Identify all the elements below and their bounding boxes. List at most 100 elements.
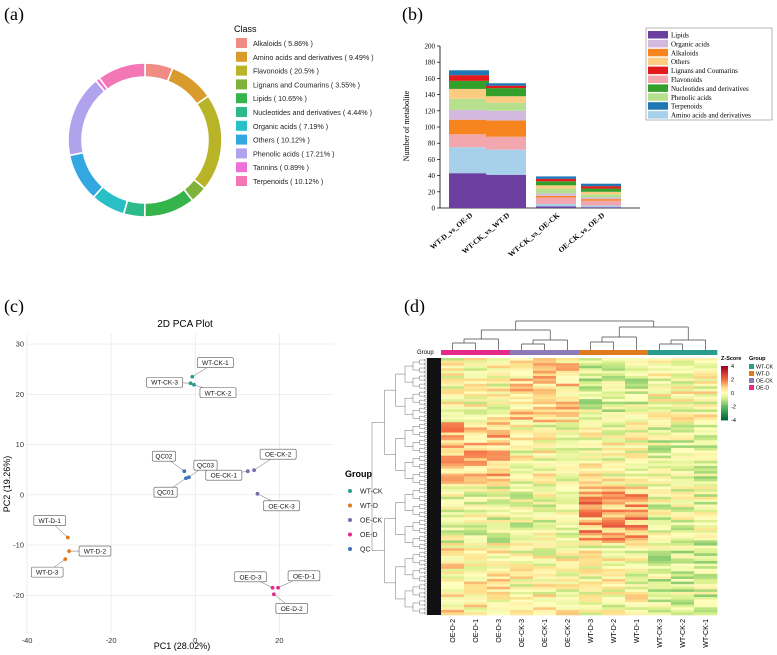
heatmap-cell — [533, 378, 557, 382]
heatmap-cell — [579, 432, 603, 436]
heatmap-cell — [533, 450, 557, 454]
heatmap-cell — [694, 471, 718, 474]
heatmap-cell — [464, 483, 488, 487]
heatmap-cell — [671, 499, 695, 503]
pca-ylabel: PC2 (19.26%) — [2, 456, 12, 513]
heatmap-cell — [602, 507, 626, 510]
donut-legend-swatch — [236, 93, 247, 104]
heatmap-cell — [625, 445, 649, 449]
heatmap-cell — [625, 514, 649, 518]
heatmap-cell — [671, 368, 695, 372]
heatmap-cell — [579, 573, 603, 577]
pca-label-box — [78, 545, 112, 557]
heatmap-cell — [441, 411, 465, 415]
heatmap-cell — [648, 609, 672, 613]
heatmap-cell — [487, 504, 511, 508]
group-bar-cell — [671, 350, 695, 355]
heatmap-cell — [648, 553, 672, 557]
pca-point — [255, 491, 260, 496]
heatmap-cell — [533, 548, 557, 552]
heatmap-cell — [602, 399, 626, 402]
heatmap-cell — [694, 468, 718, 472]
heatmap-cell — [533, 363, 557, 367]
heatmap-cell — [510, 496, 534, 500]
heatmap-cell — [602, 453, 626, 456]
heatmap-cell — [533, 489, 557, 492]
bar-segment — [486, 85, 526, 89]
heatmap-cell — [625, 468, 649, 472]
heatmap-cell — [602, 530, 626, 534]
heatmap-cell — [625, 447, 649, 451]
colorbar-step — [721, 375, 728, 378]
heatmap-cell — [625, 491, 649, 495]
heatmap-cell — [441, 401, 465, 405]
heatmap-cell — [464, 460, 488, 464]
heatmap-cell — [464, 612, 488, 616]
heatmap-cell — [487, 473, 511, 477]
heatmap-cell — [533, 399, 557, 402]
heatmap-cell — [648, 447, 672, 451]
pca-legend-label: OE-CK — [360, 518, 383, 525]
heatmap-cell — [464, 591, 488, 595]
heatmap-cell — [648, 476, 672, 480]
colorbar-tick-label: -2 — [731, 405, 736, 411]
bar-legend-label: Amino acids and derivatives — [671, 112, 751, 120]
bar-ytick-label: 0 — [432, 205, 436, 213]
heatmap-cell — [579, 589, 603, 593]
heatmap-cell — [648, 522, 672, 526]
heatmap-cell — [441, 602, 465, 606]
heatmap-cell — [602, 501, 626, 505]
heatmap-cell — [441, 573, 465, 577]
heatmap-cell — [556, 579, 580, 582]
heatmap-cell — [579, 517, 603, 521]
heatmap-cell — [510, 571, 534, 575]
heatmap-cell — [694, 465, 718, 469]
heatmap-cell — [602, 442, 626, 446]
heatmap-cell — [556, 393, 580, 397]
heatmap-cell — [533, 370, 557, 374]
heatmap-cell — [510, 396, 534, 400]
heatmap-cell — [487, 594, 511, 598]
bar-segment — [581, 207, 621, 208]
heatmap-cell — [648, 381, 672, 384]
heatmap-cell — [671, 609, 695, 613]
heatmap-cell — [648, 411, 672, 415]
heatmap-cell — [556, 381, 580, 384]
heatmap-cell — [694, 566, 718, 570]
heatmap-cell — [487, 604, 511, 608]
heatmap-cell — [694, 440, 718, 444]
donut-legend-label: Alkaloids ( 5.86% ) — [253, 39, 313, 48]
heatmap-cell — [671, 571, 695, 575]
heatmap-cell — [579, 494, 603, 498]
heatmap-cell — [556, 473, 580, 477]
pca-point — [245, 469, 250, 474]
heatmap-cell — [671, 568, 695, 572]
pca-point-label: WT-CK-1 — [202, 360, 229, 367]
pca-ytick-label: 10 — [16, 440, 24, 449]
heatmap-cell — [694, 499, 718, 503]
heatmap-legend-swatch — [749, 385, 754, 390]
pca-point — [190, 374, 195, 379]
heatmap-cell — [671, 586, 695, 590]
heatmap-cell — [648, 509, 672, 513]
bar-segment — [581, 186, 621, 189]
heatmap-cell — [487, 432, 511, 436]
heatmap-cell — [579, 419, 603, 423]
heatmap-cell — [533, 494, 557, 498]
heatmap-cell — [556, 525, 580, 528]
heatmap-cell — [487, 545, 511, 549]
heatmap-legend-label: OE-CK — [756, 379, 773, 385]
heatmap-cell — [579, 602, 603, 606]
heatmap-cell — [579, 383, 603, 387]
heatmap-cell — [441, 481, 465, 485]
heatmap-cell — [510, 507, 534, 510]
heatmap-cell — [671, 597, 695, 600]
heatmap-cell — [648, 612, 672, 616]
heatmap-cell — [487, 509, 511, 513]
heatmap-cell — [510, 368, 534, 372]
donut-legend-label: Phenolic acids ( 17.21% ) — [253, 149, 335, 158]
heatmap-legend-swatch — [749, 378, 754, 383]
heatmap-cell — [441, 584, 465, 588]
pca-label-box — [33, 515, 66, 526]
